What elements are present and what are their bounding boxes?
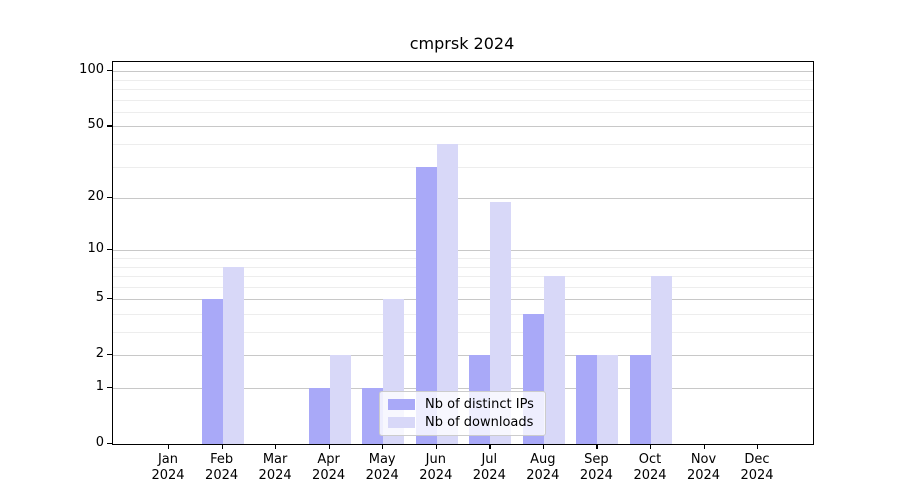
y-tick-mark — [107, 197, 112, 199]
legend: Nb of distinct IPs Nb of downloads — [379, 391, 546, 436]
gridline-minor-4 — [113, 313, 813, 315]
y-tick-mark — [107, 249, 112, 251]
legend-item-downloads: Nb of downloads — [388, 415, 537, 430]
y-tick-mark — [107, 70, 112, 72]
x-tick-mark — [382, 444, 384, 450]
gridline-major-50 — [113, 126, 813, 128]
x-tick-mark — [328, 444, 330, 450]
x-tick-label-jun: Jun 2024 — [419, 452, 453, 483]
legend-swatch-downloads — [388, 417, 415, 428]
bar-downloads-jun — [436, 143, 458, 444]
bar-distinct-ips-oct — [630, 355, 651, 444]
x-tick-label-may: May 2024 — [365, 452, 399, 483]
x-tick-mark — [168, 444, 170, 450]
bar-distinct-ips-jun — [415, 166, 437, 444]
bar-downloads-apr — [329, 355, 351, 444]
legend-label-downloads: Nb of downloads — [425, 415, 534, 430]
y-tick-label-5: 5 — [95, 290, 104, 306]
gridline-minor-60 — [113, 111, 813, 113]
x-tick-label-sep: Sep 2024 — [579, 452, 613, 483]
y-tick-label-2: 2 — [95, 346, 104, 362]
x-tick-mark — [221, 444, 223, 450]
x-tick-label-dec: Dec 2024 — [740, 452, 774, 483]
bar-distinct-ips-feb — [201, 299, 223, 444]
gridline-minor-70 — [113, 99, 813, 101]
legend-item-distinct-ips: Nb of distinct IPs — [388, 397, 537, 412]
gridline-major-10 — [113, 250, 813, 252]
x-tick-label-apr: Apr 2024 — [312, 452, 346, 483]
bar-downloads-oct — [651, 276, 672, 444]
bar-distinct-ips-sep — [576, 355, 598, 444]
gridline-major-1 — [113, 388, 813, 389]
gridline-minor-3 — [113, 332, 813, 333]
gridline-major-5 — [113, 299, 813, 301]
x-tick-mark — [703, 444, 705, 450]
legend-label-distinct-ips: Nb of distinct IPs — [425, 397, 534, 412]
gridline-major-2 — [113, 355, 813, 357]
y-tick-label-1: 1 — [95, 379, 104, 394]
gridline-minor-9 — [113, 257, 813, 259]
y-tick-mark — [107, 387, 112, 389]
x-tick-label-jan: Jan 2024 — [151, 452, 185, 483]
bar-distinct-ips-may — [362, 388, 384, 444]
y-tick-label-0: 0 — [95, 435, 104, 450]
bar-downloads-aug — [543, 276, 565, 444]
chart-title: cmprsk 2024 — [409, 34, 515, 53]
x-tick-mark — [435, 444, 438, 450]
gridline-minor-6 — [113, 286, 813, 288]
y-tick-mark — [107, 298, 112, 300]
gridline-minor-30 — [113, 166, 813, 168]
bar-downloads-feb — [222, 266, 244, 444]
y-tick-label-50: 50 — [87, 117, 104, 133]
gridline-major-20 — [113, 198, 813, 199]
gridline-major-100 — [113, 71, 813, 73]
x-tick-label-mar: Mar 2024 — [258, 452, 292, 483]
x-tick-mark — [489, 444, 491, 450]
x-tick-mark — [757, 444, 759, 450]
gridline-minor-7 — [113, 276, 813, 277]
x-tick-label-aug: Aug 2024 — [526, 452, 560, 483]
y-tick-label-100: 100 — [79, 62, 104, 78]
x-tick-label-nov: Nov 2024 — [686, 452, 721, 483]
bar-downloads-jul — [490, 201, 512, 444]
y-tick-label-20: 20 — [87, 189, 104, 204]
x-tick-label-feb: Feb 2024 — [205, 452, 239, 483]
bar-distinct-ips-apr — [308, 388, 330, 444]
x-tick-mark — [596, 444, 598, 450]
x-tick-label-jul: Jul 2024 — [472, 452, 506, 483]
gridline-minor-80 — [113, 88, 813, 90]
x-tick-mark — [542, 444, 545, 450]
x-tick-label-oct: Oct 2024 — [633, 452, 667, 483]
x-tick-mark — [650, 444, 652, 450]
y-tick-label-10: 10 — [87, 241, 104, 257]
legend-swatch-distinct-ips — [388, 399, 415, 410]
gridline-minor-8 — [113, 266, 813, 268]
y-tick-mark — [107, 443, 112, 445]
bar-downloads-sep — [597, 355, 619, 444]
gridline-minor-40 — [113, 143, 813, 145]
y-tick-mark — [107, 125, 112, 127]
x-tick-mark — [275, 444, 277, 450]
y-tick-mark — [107, 354, 112, 356]
gridline-minor-90 — [113, 79, 813, 81]
plot-area — [112, 61, 814, 445]
